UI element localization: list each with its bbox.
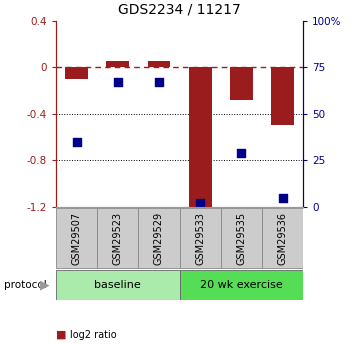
Text: GSM29529: GSM29529	[154, 211, 164, 265]
Bar	[97, 208, 138, 268]
Text: log2 ratio: log2 ratio	[70, 330, 117, 339]
Text: GSM29523: GSM29523	[113, 211, 123, 265]
Text: baseline: baseline	[94, 280, 141, 289]
Bar	[271, 67, 294, 126]
Bar	[106, 61, 129, 67]
Text: 20 wk exercise: 20 wk exercise	[200, 280, 283, 289]
Text: GSM29533: GSM29533	[195, 211, 205, 265]
Bar	[148, 61, 170, 67]
Text: GSM29507: GSM29507	[71, 211, 82, 265]
Point	[115, 79, 121, 85]
Bar	[180, 270, 303, 299]
Bar	[221, 208, 262, 268]
Bar	[56, 208, 97, 268]
Bar	[262, 208, 303, 268]
Title: GDS2234 / 11217: GDS2234 / 11217	[118, 3, 241, 17]
Text: protocol: protocol	[4, 280, 46, 289]
Point	[280, 195, 286, 200]
Bar	[138, 208, 179, 268]
Text: GSM29536: GSM29536	[278, 211, 288, 265]
Bar	[56, 270, 180, 299]
Point	[239, 150, 244, 156]
Text: GSM29535: GSM29535	[236, 211, 247, 265]
Text: ■: ■	[56, 330, 66, 339]
Bar	[230, 67, 253, 100]
Point	[74, 139, 79, 145]
Point	[156, 79, 162, 85]
Point	[197, 200, 203, 206]
Bar	[189, 67, 212, 209]
Text: ▶: ▶	[40, 278, 50, 291]
Bar	[180, 208, 221, 268]
Bar	[65, 67, 88, 79]
